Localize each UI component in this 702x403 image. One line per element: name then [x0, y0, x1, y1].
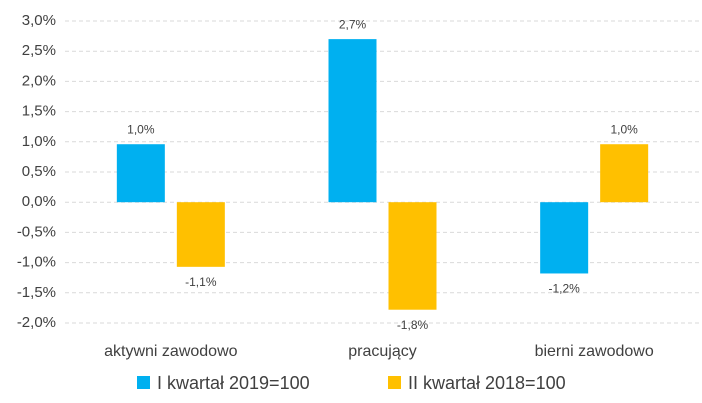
bar	[328, 39, 377, 203]
bar	[176, 202, 225, 267]
value-label: 1,0%	[127, 122, 155, 136]
legend-label: I kwartał 2019=100	[157, 373, 310, 393]
bar	[600, 144, 649, 203]
y-tick-label: 2,5%	[22, 42, 56, 59]
value-label: -1,8%	[397, 318, 429, 332]
legend-swatch	[388, 376, 401, 389]
y-tick-label: -0,5%	[17, 223, 56, 240]
value-label: 2,7%	[339, 17, 367, 31]
y-tick-label: 3,0%	[22, 12, 56, 29]
value-label: 1,0%	[610, 122, 638, 136]
bar	[540, 202, 589, 274]
y-tick-label: 0,0%	[22, 193, 56, 210]
value-label: -1,1%	[185, 275, 217, 289]
y-tick-label: 2,0%	[22, 72, 56, 89]
bar	[116, 144, 165, 203]
x-tick-label: pracujący	[348, 343, 416, 360]
x-tick-label: bierni zawodowo	[535, 343, 654, 360]
legend-label: II kwartał 2018=100	[408, 373, 566, 393]
value-label: -1,2%	[548, 282, 580, 296]
y-tick-label: 1,0%	[22, 133, 56, 150]
y-tick-label: -1,0%	[17, 254, 56, 271]
x-tick-label: aktywni zawodowo	[104, 343, 238, 360]
y-tick-label: -1,5%	[17, 284, 56, 301]
legend-swatch	[137, 376, 150, 389]
y-tick-label: 1,5%	[22, 103, 56, 120]
bar	[388, 202, 437, 310]
y-tick-label: 0,5%	[22, 163, 56, 180]
y-tick-label: -2,0%	[17, 314, 56, 331]
